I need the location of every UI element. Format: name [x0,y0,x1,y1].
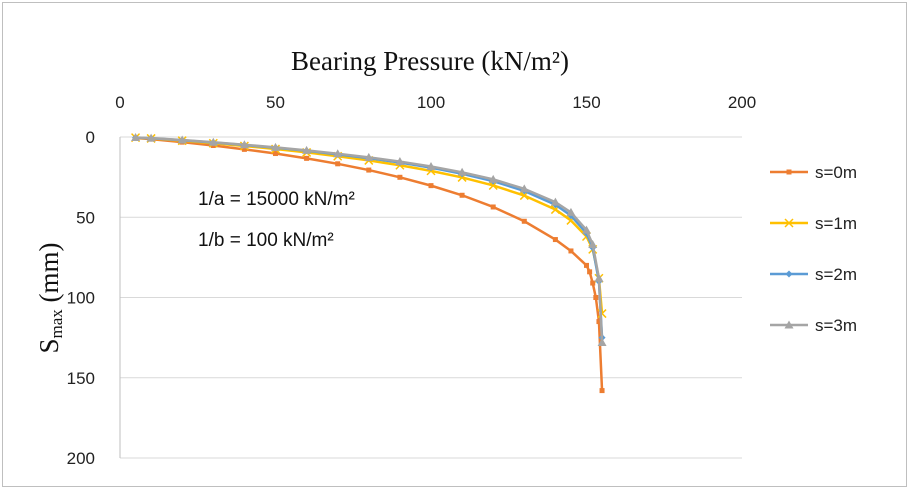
legend-item-s-3m: s=3m [770,316,857,335]
annotation-a: 1/a = 15000 kN/m² [198,189,355,210]
data-point-s-0m [568,248,574,254]
data-point-s-3m [426,162,436,171]
y-tick-label: 50 [76,208,95,227]
legend-marker [785,270,793,278]
data-point-s-3m [582,225,591,234]
series-layer [131,132,607,394]
data-point-s-3m [566,207,576,216]
data-point-s-0m [521,218,527,224]
data-point-s-0m [599,388,605,394]
data-point-s-0m [273,151,278,157]
legend-label: s=1m [815,214,857,233]
series-line-s-0m [135,136,604,391]
legend-item-s-2m: s=2m [770,265,857,284]
data-point-s-3m [177,135,187,144]
data-point-s-3m [488,174,498,183]
data-point-s-3m [208,137,218,146]
data-point-s-3m [594,273,604,282]
data-point-s-0m [584,262,589,268]
y-tick-label: 100 [67,289,95,308]
data-point-s-3m [457,167,467,176]
y-tick-label: 0 [86,128,95,147]
data-point-s-0m [459,192,465,198]
data-point-s-3m [239,140,249,149]
data-point-s-3m [302,145,312,154]
data-point-s-0m [241,146,247,152]
data-point-s-3m [131,132,141,141]
y-axis-label: Smax (mm) [34,242,66,353]
data-point-s-0m [304,155,310,161]
gridlines [120,136,742,459]
x-tick-labels: 0 50 100 150 200 [115,93,756,112]
legend-marker [784,218,794,228]
x-tick-label: 100 [417,93,445,112]
legend-label: s=3m [815,316,857,335]
series-s-0m [133,135,605,394]
chart-title: Bearing Pressure (kN/m²) [291,46,569,76]
data-point-s-0m [552,237,558,243]
data-point-s-3m [588,240,598,249]
legend: s=0m s=1m s=2m s=3m [770,163,857,335]
data-point-s-3m [271,142,280,151]
series-s-3m [131,132,607,346]
data-point-s-0m [397,174,403,180]
data-point-s-3m [519,184,529,193]
data-point-s-0m [596,319,602,325]
annotation-b: 1/b = 100 kN/m² [198,230,334,251]
legend-item-s-1m: s=1m [770,214,857,233]
legend-marker [784,320,794,329]
x-tick-label: 50 [266,93,285,112]
data-point-s-3m [550,197,560,206]
data-point-s-0m [490,204,496,210]
data-point-s-3m [333,149,343,158]
data-point-s-3m [146,133,156,142]
legend-label: s=0m [815,163,857,182]
y-tick-label: 200 [67,449,95,468]
data-point-s-3m [364,152,374,161]
series-line-s-3m [135,136,604,343]
data-point-s-0m [587,269,593,275]
legend-marker [786,169,792,175]
data-point-s-0m [428,183,434,189]
x-tick-label: 150 [572,93,600,112]
y-tick-label: 150 [67,369,95,388]
data-point-s-0m [366,167,372,173]
legend-label: s=2m [815,265,857,284]
data-point-s-0m [335,161,341,167]
legend-item-s-0m: s=0m [770,163,857,182]
data-point-s-0m [590,280,596,286]
x-tick-label: 0 [115,93,124,112]
y-tick-labels: 0 50 100 150 200 [67,128,95,468]
data-point-s-3m [395,157,405,166]
x-tick-label: 200 [728,93,756,112]
data-point-s-3m [597,337,607,346]
data-point-s-0m [593,295,599,300]
